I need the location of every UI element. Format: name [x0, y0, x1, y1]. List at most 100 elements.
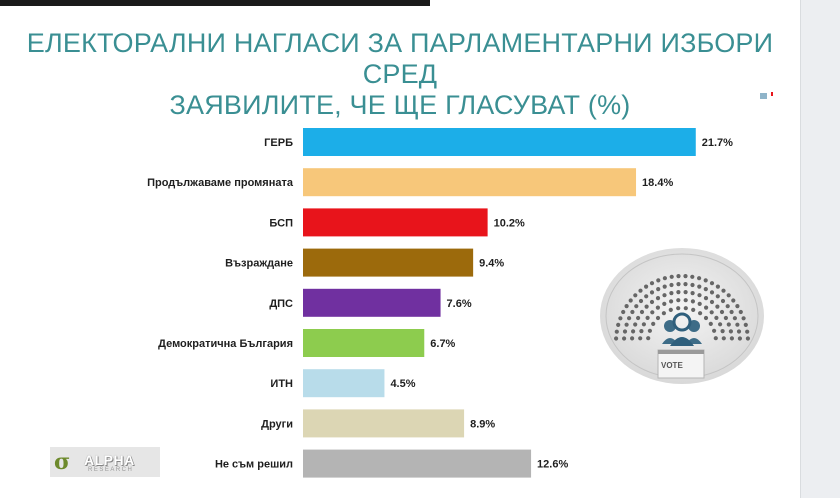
seat-dot [649, 290, 655, 295]
seat-dot [698, 311, 703, 316]
seat-dot [729, 309, 734, 315]
seat-dot [683, 282, 688, 287]
category-label: Възраждане [225, 258, 293, 270]
seat-dot [690, 291, 695, 296]
seat-dot [676, 274, 681, 279]
seat-dot [697, 276, 702, 281]
seat-dot [703, 278, 708, 283]
seat-dot [743, 322, 748, 327]
value-label: 21.7% [702, 137, 733, 149]
value-label: 4.5% [390, 378, 415, 390]
seat-dot [683, 298, 688, 303]
seat-dot [650, 310, 655, 315]
seat-dot [737, 336, 742, 341]
chart-title-line1: ЕЛЕКТОРАЛНИ НАГЛАСИ ЗА ПАРЛАМЕНТАРНИ ИЗБ… [26, 28, 774, 89]
seat-dot [713, 336, 718, 341]
seat-dot [636, 315, 641, 321]
seat-dot [725, 304, 730, 309]
seat-dot [715, 304, 720, 309]
seat-dot [745, 329, 750, 334]
seat-dot [669, 291, 674, 296]
category-label: Демократична България [158, 338, 293, 350]
seat-dot [697, 284, 702, 289]
seat-dot [669, 282, 674, 288]
seat-dot [638, 336, 643, 341]
seat-dot [649, 299, 655, 305]
bar [303, 168, 637, 197]
seat-dot [647, 328, 652, 333]
seat-dot [683, 274, 688, 279]
seat-dot [634, 304, 639, 309]
seat-dot [644, 304, 649, 309]
seat-dot [735, 304, 740, 309]
seat-dot [662, 293, 667, 298]
seat-dot [709, 299, 715, 305]
seat-dot [630, 309, 635, 315]
seat-dot [633, 293, 638, 298]
seat-dot [676, 306, 681, 311]
seat-dot [676, 298, 681, 303]
corner-deco-icon [760, 92, 773, 99]
seat-dot [718, 322, 723, 327]
seat-dot [697, 293, 702, 298]
seat-dot [624, 322, 629, 327]
seat-dot [720, 298, 726, 304]
bar [303, 449, 532, 478]
logo-mark-icon: σ [54, 449, 71, 475]
bar [303, 409, 465, 438]
seat-dot [662, 284, 667, 289]
seat-dot [638, 288, 643, 293]
seat-dot [622, 329, 628, 334]
chart-title-line2: ЗАЯВИЛИТЕ, ЧЕ ЩЕ ГЛАСУВАТ (%) [169, 90, 631, 120]
seat-dot [630, 336, 635, 341]
seat-dot [726, 293, 731, 298]
seat-dot [631, 329, 636, 334]
bar-chart: ГЕРБ 21.7% Продължаваме промяната 18.4% БСП 1… [147, 128, 733, 478]
seat-dot [621, 309, 626, 315]
seat-dot [745, 336, 750, 341]
seat-dot [726, 322, 731, 327]
parliament-vote-emblem: VOTE [598, 246, 766, 386]
bar [303, 329, 425, 357]
seat-dot [639, 329, 644, 334]
seat-dot [720, 329, 725, 334]
bar [303, 248, 474, 277]
seat-dot [651, 321, 656, 326]
seat-dot [638, 298, 644, 304]
value-label: 12.6% [537, 459, 568, 471]
seat-dot [614, 329, 619, 334]
category-label: ИТН [270, 378, 293, 390]
seat-dot [639, 309, 645, 315]
seat-dot [655, 305, 660, 310]
seat-dot [715, 294, 720, 299]
seat-dot [732, 316, 737, 321]
seat-dot [731, 298, 736, 303]
seat-dot [644, 284, 649, 289]
seat-dot [729, 336, 734, 341]
seat-dot [655, 315, 661, 321]
seat-dot [656, 287, 661, 292]
seat-dot [738, 309, 743, 315]
alpha-research-logo: σ ALPHA RESEARCH [50, 447, 160, 477]
seat-dot [622, 336, 627, 341]
category-label: БСП [269, 217, 293, 229]
seat-dot [649, 281, 655, 286]
seat-dot [721, 288, 726, 293]
seat-dot [741, 316, 746, 321]
seat-dot [656, 278, 661, 283]
seat-dot [703, 287, 708, 292]
category-label: Продължаваме промяната [147, 177, 294, 189]
seat-dot [723, 315, 728, 321]
bar [303, 128, 696, 156]
seat-dot [721, 336, 726, 341]
seat-dot [669, 299, 674, 304]
category-label: Други [261, 418, 293, 430]
seat-dot [669, 274, 674, 279]
value-label: 7.6% [447, 298, 472, 310]
logo-text: ALPHA [84, 452, 135, 468]
seat-dot [715, 284, 720, 289]
seat-dot [697, 301, 702, 306]
seat-dot [691, 307, 696, 312]
value-label: 8.9% [470, 418, 495, 430]
seat-dot [628, 298, 633, 303]
